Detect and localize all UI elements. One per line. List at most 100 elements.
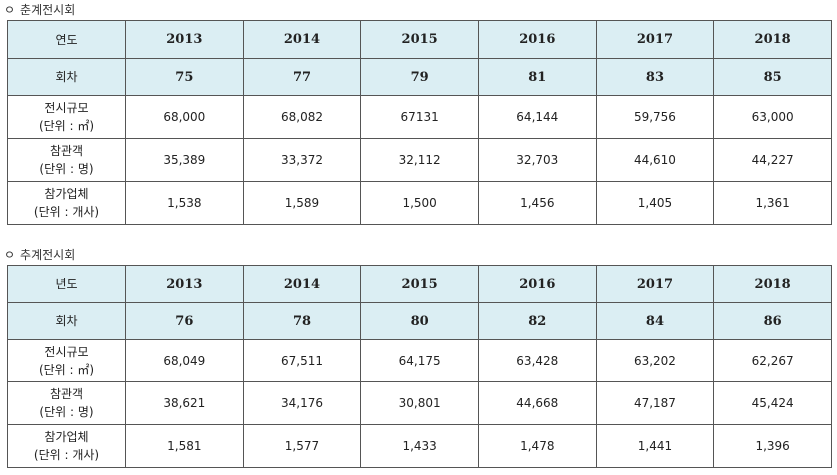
round-cell: 82	[477, 302, 597, 340]
round-label: 회차	[7, 302, 126, 340]
value-cell: 62,267	[713, 339, 832, 382]
value-cell: 44,227	[713, 138, 832, 182]
round-cell: 77	[242, 58, 362, 96]
value-cell: 63,000	[713, 95, 832, 139]
section-title-spring: ㅇ 춘계전시회	[4, 2, 75, 18]
round-cell: 76	[125, 302, 244, 340]
table-row-years: 년도 2013 2014 2015 2016 2017 2018	[7, 265, 832, 303]
table-row-exhibitors: 참가업체 (단위 : 개사) 1,581 1,577 1,433 1,478 1…	[7, 424, 832, 468]
section-title-text: 추계전시회	[20, 248, 76, 262]
row-label-main: 전시규모	[44, 101, 89, 115]
row-label-unit: (단위 : 개사)	[33, 448, 100, 462]
value-cell: 1,500	[360, 181, 479, 225]
round-cell: 85	[713, 58, 832, 96]
value-cell: 32,703	[477, 138, 597, 182]
value-cell: 64,175	[360, 339, 479, 382]
value-cell: 32,112	[360, 138, 479, 182]
year-cell: 2015	[360, 265, 479, 303]
table-row-visitors: 참관객 (단위 : 명) 35,389 33,372 32,112 32,703…	[7, 138, 832, 182]
value-cell: 1,478	[477, 424, 597, 468]
row-label: 참가업체 (단위 : 개사)	[7, 181, 126, 225]
value-cell: 1,396	[713, 424, 832, 468]
row-label-unit: (단위 : 명)	[39, 162, 94, 176]
year-cell: 2013	[125, 265, 244, 303]
table-row-rounds: 회차 76 78 80 82 84 86	[7, 302, 832, 340]
value-cell: 1,538	[125, 181, 244, 225]
value-cell: 1,589	[242, 181, 362, 225]
year-cell: 2017	[595, 265, 715, 303]
year-cell: 2016	[477, 265, 597, 303]
value-cell: 64,144	[477, 95, 597, 139]
years-label: 연도	[7, 20, 126, 59]
year-cell: 2014	[242, 265, 362, 303]
row-label-unit: (단위 : ㎡)	[38, 362, 95, 377]
value-cell: 63,202	[595, 339, 715, 382]
value-cell: 68,000	[125, 95, 244, 139]
section-title-autumn: ㅇ 추계전시회	[4, 247, 75, 263]
value-cell: 63,428	[477, 339, 597, 382]
value-cell: 38,621	[125, 381, 244, 425]
value-cell: 1,361	[713, 181, 832, 225]
row-label-main: 참관객	[49, 387, 84, 401]
value-cell: 1,581	[125, 424, 244, 468]
value-cell: 1,433	[360, 424, 479, 468]
round-label: 회차	[7, 58, 126, 96]
row-label-unit: (단위 : 개사)	[33, 205, 100, 219]
value-cell: 34,176	[242, 381, 362, 425]
value-cell: 44,668	[477, 381, 597, 425]
round-cell: 78	[242, 302, 362, 340]
year-cell: 2014	[242, 20, 362, 59]
value-cell: 59,756	[595, 95, 715, 139]
round-cell: 80	[360, 302, 479, 340]
row-label: 참가업체 (단위 : 개사)	[7, 424, 126, 468]
year-cell: 2013	[125, 20, 244, 59]
table-row-years: 연도 2013 2014 2015 2016 2017 2018	[7, 20, 832, 59]
value-cell: 67,511	[242, 339, 362, 382]
row-label-main: 전시규모	[44, 344, 89, 359]
value-cell: 1,577	[242, 424, 362, 468]
value-cell: 35,389	[125, 138, 244, 182]
value-cell: 68,049	[125, 339, 244, 382]
value-cell: 44,610	[595, 138, 715, 182]
year-cell: 2015	[360, 20, 479, 59]
value-cell: 33,372	[242, 138, 362, 182]
table-row-exhibitors: 참가업체 (단위 : 개사) 1,538 1,589 1,500 1,456 1…	[7, 181, 832, 225]
value-cell: 47,187	[595, 381, 715, 425]
row-label: 전시규모 (단위 : ㎡)	[7, 95, 126, 139]
round-cell: 83	[595, 58, 715, 96]
row-label: 전시규모 (단위 : ㎡)	[7, 339, 126, 382]
row-label-main: 참가업체	[44, 187, 89, 201]
value-cell: 45,424	[713, 381, 832, 425]
row-label-main: 참관객	[49, 144, 84, 158]
value-cell: 68,082	[242, 95, 362, 139]
value-cell: 1,405	[595, 181, 715, 225]
value-cell: 67131	[360, 95, 479, 139]
year-cell: 2018	[713, 265, 832, 303]
round-cell: 79	[360, 58, 479, 96]
value-cell: 1,441	[595, 424, 715, 468]
bullet-icon: ㅇ	[4, 3, 16, 17]
year-cell: 2016	[477, 20, 597, 59]
table-row-rounds: 회차 75 77 79 81 83 85	[7, 58, 832, 96]
year-cell: 2018	[713, 20, 832, 59]
year-cell: 2017	[595, 20, 715, 59]
round-cell: 81	[477, 58, 597, 96]
table-row-visitors: 참관객 (단위 : 명) 38,621 34,176 30,801 44,668…	[7, 381, 832, 425]
row-label: 참관객 (단위 : 명)	[7, 381, 126, 425]
value-cell: 30,801	[360, 381, 479, 425]
row-label: 참관객 (단위 : 명)	[7, 138, 126, 182]
years-label: 년도	[7, 265, 126, 303]
row-label-unit: (단위 : ㎡)	[38, 119, 95, 133]
round-cell: 84	[595, 302, 715, 340]
row-label-unit: (단위 : 명)	[39, 405, 94, 419]
autumn-exhibition-table: 년도 2013 2014 2015 2016 2017 2018 회차 76 7…	[7, 265, 832, 468]
row-label-main: 참가업체	[44, 430, 89, 444]
table-row-exhibition-size: 전시규모 (단위 : ㎡) 68,049 67,511 64,175 63,42…	[7, 339, 832, 382]
table-row-exhibition-size: 전시규모 (단위 : ㎡) 68,000 68,082 67131 64,144…	[7, 95, 832, 139]
round-cell: 75	[125, 58, 244, 96]
value-cell: 1,456	[477, 181, 597, 225]
bullet-icon: ㅇ	[4, 248, 16, 262]
section-title-text: 춘계전시회	[20, 3, 76, 17]
round-cell: 86	[713, 302, 832, 340]
spring-exhibition-table: 연도 2013 2014 2015 2016 2017 2018 회차 75 7…	[7, 20, 832, 225]
